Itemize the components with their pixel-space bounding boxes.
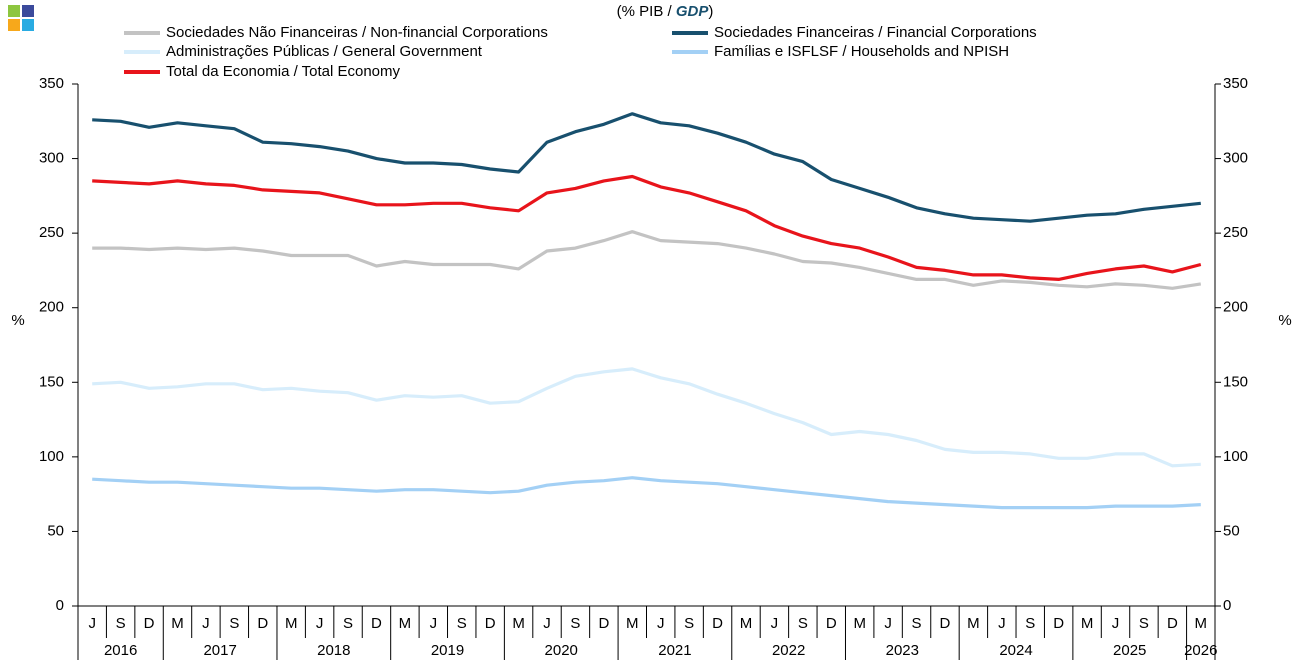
x-tick-label: M — [171, 615, 184, 632]
year-label: 2023 — [886, 642, 919, 659]
legend-label: Total da Economia / Total Economy — [166, 63, 401, 80]
x-tick-label: S — [116, 615, 126, 632]
y2-tick-label: 100 — [1223, 448, 1248, 465]
x-tick-label: M — [399, 615, 412, 632]
year-label: 2020 — [545, 642, 578, 659]
y-tick-label: 50 — [47, 522, 64, 539]
y2-tick-label: 350 — [1223, 75, 1248, 92]
x-tick-label: M — [512, 615, 525, 632]
y-tick-label: 250 — [39, 224, 64, 241]
x-tick-label: J — [998, 615, 1006, 632]
year-label: 2019 — [431, 642, 464, 659]
year-label: 2016 — [104, 642, 137, 659]
x-tick-label: D — [144, 615, 155, 632]
y-tick-label: 300 — [39, 150, 64, 167]
y-tick-label: 350 — [39, 75, 64, 92]
x-tick-label: S — [343, 615, 353, 632]
legend-label: Famílias e ISFLSF / Households and NPISH — [714, 43, 1009, 60]
legend-label: Sociedades Não Financeiras / Non-financi… — [166, 24, 548, 41]
year-label: 2022 — [772, 642, 805, 659]
x-tick-label: J — [884, 615, 892, 632]
x-tick-label: M — [1195, 615, 1208, 632]
y-tick-label: 150 — [39, 373, 64, 390]
x-tick-label: M — [285, 615, 298, 632]
x-tick-label: J — [88, 615, 96, 632]
x-tick-label: D — [1053, 615, 1064, 632]
x-tick-label: J — [543, 615, 551, 632]
y2-tick-label: 200 — [1223, 299, 1248, 316]
series-line — [92, 230, 1202, 290]
y2-tick-label: 150 — [1223, 373, 1248, 390]
x-tick-label: D — [826, 615, 837, 632]
legend-label: Administrações Públicas / General Govern… — [166, 43, 483, 60]
x-tick-label: J — [316, 615, 324, 632]
series-line — [92, 476, 1201, 510]
x-tick-label: S — [798, 615, 808, 632]
x-tick-label: D — [598, 615, 609, 632]
x-tick-label: S — [457, 615, 467, 632]
y2-tick-label: 300 — [1223, 150, 1248, 167]
year-label: 2025 — [1113, 642, 1146, 659]
y-tick-label: 200 — [39, 299, 64, 316]
x-tick-label: J — [657, 615, 665, 632]
y2-tick-label: 50 — [1223, 522, 1240, 539]
series-line — [92, 174, 1202, 281]
x-tick-label: D — [371, 615, 382, 632]
x-tick-label: M — [740, 615, 753, 632]
x-tick-label: S — [912, 615, 922, 632]
y-tick-label: 100 — [39, 448, 64, 465]
x-tick-label: S — [684, 615, 694, 632]
subtitle: (% PIB / GDP) — [617, 3, 714, 20]
x-tick-label: M — [967, 615, 980, 632]
x-tick-label: D — [940, 615, 951, 632]
y2-tick-label: 250 — [1223, 224, 1248, 241]
logo — [8, 5, 34, 31]
x-tick-label: J — [202, 615, 210, 632]
year-label: 2024 — [999, 642, 1032, 659]
x-tick-label: S — [570, 615, 580, 632]
x-tick-label: S — [1139, 615, 1149, 632]
x-tick-label: J — [430, 615, 438, 632]
x-tick-label: J — [1112, 615, 1120, 632]
legend-label: Sociedades Financeiras / Financial Corpo… — [714, 24, 1037, 41]
x-tick-label: M — [626, 615, 639, 632]
year-label: 2026 — [1184, 642, 1217, 659]
y2-axis-label: % — [1278, 312, 1291, 329]
series-line — [92, 367, 1201, 468]
x-tick-label: D — [257, 615, 268, 632]
x-tick-label: D — [485, 615, 496, 632]
y2-tick-label: 0 — [1223, 597, 1231, 614]
y-tick-label: 0 — [56, 597, 64, 614]
x-tick-label: J — [771, 615, 779, 632]
x-tick-label: S — [1025, 615, 1035, 632]
year-label: 2021 — [658, 642, 691, 659]
year-label: 2017 — [203, 642, 236, 659]
x-tick-label: M — [1081, 615, 1094, 632]
x-tick-label: M — [853, 615, 866, 632]
x-tick-label: D — [1167, 615, 1178, 632]
x-tick-label: S — [229, 615, 239, 632]
series-line — [92, 112, 1201, 223]
x-tick-label: D — [712, 615, 723, 632]
year-label: 2018 — [317, 642, 350, 659]
y-axis-label: % — [11, 312, 24, 329]
